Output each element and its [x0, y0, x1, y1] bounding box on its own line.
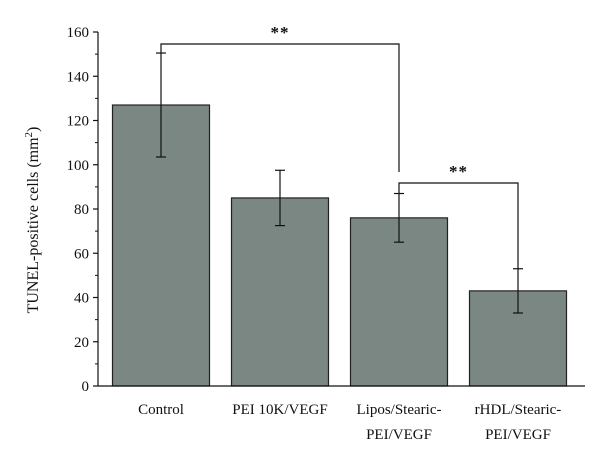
y-tick-label: 0	[82, 379, 90, 395]
y-tick-label: 40	[74, 291, 89, 307]
y-tick-label: 160	[67, 25, 90, 41]
y-axis: 0 20 40 60 80 100 120 140 160	[67, 25, 99, 395]
y-axis-label: TUNEL-positive cells (mm2)	[23, 127, 42, 314]
error-bar	[275, 169, 285, 227]
bars	[111, 104, 568, 387]
x-tick-label: Lipos/Stearic-PEI/VEGF	[357, 402, 442, 443]
error-bars	[156, 52, 523, 314]
bar	[349, 217, 449, 387]
x-tick-label: Control	[138, 402, 184, 418]
significance-bracket: **	[160, 23, 400, 172]
significance-label: **	[449, 162, 468, 181]
y-tick-label: 80	[74, 202, 89, 218]
y-tick-label: 100	[67, 158, 90, 174]
y-tick-label: 140	[67, 69, 90, 85]
y-tick-label: 20	[74, 335, 89, 351]
y-tick-label: 120	[67, 114, 90, 130]
x-tick-label: rHDL/Stearic-PEI/VEGF	[475, 402, 562, 443]
significance-label: **	[271, 23, 290, 42]
significance-bracket: **	[398, 162, 519, 269]
significance-brackets: ** **	[160, 23, 519, 269]
y-tick-label: 60	[74, 246, 89, 262]
x-axis: Control PEI 10K/VEGF Lipos/Stearic-PEI/VEG…	[98, 385, 585, 443]
x-tick-label: PEI 10K/VEGF	[232, 402, 327, 418]
